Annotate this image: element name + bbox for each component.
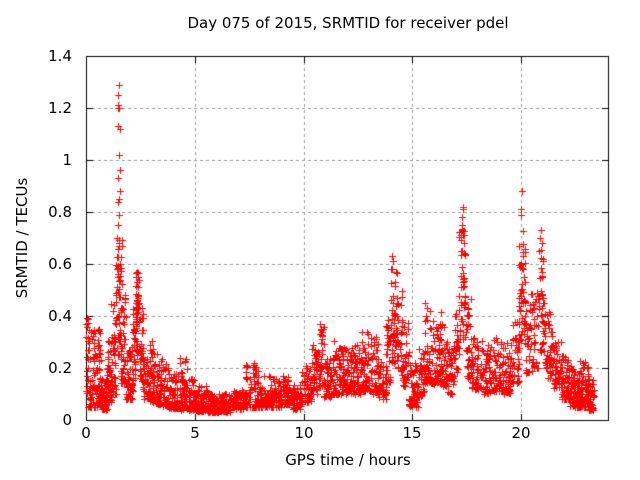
- y-tick-label: 0.2: [48, 359, 72, 377]
- x-tick-label: 0: [81, 424, 91, 442]
- x-tick-label: 15: [402, 424, 422, 442]
- x-tick-label: 5: [190, 424, 200, 442]
- y-tick-label: 1.4: [48, 47, 72, 65]
- y-tick-label: 0: [62, 411, 72, 429]
- x-tick-label: 10: [294, 424, 314, 442]
- y-axis-label: SRMTID / TECUs: [13, 177, 31, 299]
- y-tick-label: 0.6: [48, 255, 72, 273]
- y-tick-label: 1: [62, 151, 72, 169]
- y-tick-label: 0.4: [48, 307, 72, 325]
- y-tick-label: 0.8: [48, 203, 72, 221]
- x-axis-label: GPS time / hours: [285, 451, 411, 469]
- chart-title: Day 075 of 2015, SRMTID for receiver pde…: [187, 14, 509, 32]
- x-tick-label: 20: [511, 424, 531, 442]
- y-tick-label: 1.2: [48, 99, 72, 117]
